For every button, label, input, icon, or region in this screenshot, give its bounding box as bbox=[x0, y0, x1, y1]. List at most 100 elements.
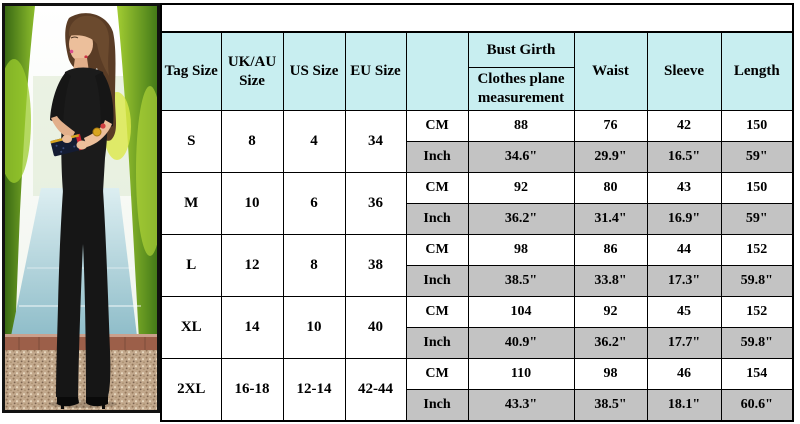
hedge-right-highlight bbox=[136, 86, 157, 256]
size-row-inch: Inch 36.2" 31.4" 16.9" 59" bbox=[161, 203, 794, 235]
jumpsuit-sleeve-left bbox=[50, 72, 71, 126]
unit-inch-cell: Inch bbox=[405, 327, 469, 359]
blank-cell bbox=[160, 3, 794, 33]
unit-inch-cell: Inch bbox=[405, 389, 469, 421]
size-row-inch: Inch 43.3" 38.5" 18.1" 60.6" bbox=[161, 389, 794, 421]
unit-cm-cell: CM bbox=[405, 234, 469, 266]
measurement-cm-cell: 110 bbox=[467, 358, 575, 390]
measurement-inch-cell: 31.4" bbox=[573, 203, 648, 235]
uk-au-size-cell: 8 bbox=[220, 110, 284, 173]
model-brow bbox=[70, 36, 79, 39]
jumpsuit-sleeve-right bbox=[95, 72, 114, 129]
jumpsuit-top bbox=[61, 67, 108, 192]
measurement-cm-cell: 44 bbox=[646, 234, 722, 266]
us-size-cell: 12-14 bbox=[282, 358, 346, 421]
measurement-inch-cell: 59" bbox=[720, 203, 794, 235]
unit-cm-cell: CM bbox=[405, 358, 469, 390]
size-row-cm: M 10 6 36 CM 92 80 43 150 bbox=[160, 172, 794, 235]
size-row-cm: L 12 8 38 CM 98 86 44 152 bbox=[160, 234, 794, 297]
model-earring bbox=[84, 55, 88, 59]
header-us-size: US Size bbox=[282, 31, 346, 111]
measurement-cm-cell: 150 bbox=[720, 172, 794, 204]
us-size-cell: 8 bbox=[282, 234, 346, 297]
gold-watch bbox=[92, 127, 102, 137]
eu-size-cell: 42-44 bbox=[344, 358, 407, 421]
measurement-cm-cell: 98 bbox=[467, 234, 575, 266]
measurement-cm-cell: 76 bbox=[573, 110, 648, 142]
measurement-cm-cell: 152 bbox=[720, 296, 794, 328]
right-heel-shoe bbox=[86, 397, 108, 407]
us-size-cell: 4 bbox=[282, 110, 346, 173]
measurement-inch-cell: 59.8" bbox=[720, 327, 794, 359]
measurement-cm-cell: 98 bbox=[573, 358, 648, 390]
uk-au-size-cell: 12 bbox=[220, 234, 284, 297]
header-length: Length bbox=[720, 31, 794, 111]
size-rows: S 8 4 34 CM 88 76 42 150 Inch 34.6" 29.9" 16.5" 59" M 1… bbox=[160, 110, 794, 421]
measurement-inch-cell: 17.7" bbox=[646, 327, 722, 359]
measurement-cm-cell: 43 bbox=[646, 172, 722, 204]
measurement-cm-cell: 150 bbox=[720, 110, 794, 142]
header-uk-au-size: UK/AU Size bbox=[220, 31, 284, 111]
measurement-cm-cell: 92 bbox=[467, 172, 575, 204]
header-clothes-plane-measurement: Clothes plane measurement bbox=[467, 67, 575, 111]
header-unit bbox=[405, 31, 469, 111]
red-bracelet bbox=[100, 123, 106, 129]
model-figure bbox=[50, 13, 116, 409]
size-chart-table: Tag Size UK/AU Size US Size EU Size Bust… bbox=[160, 3, 794, 422]
measurement-cm-cell: 154 bbox=[720, 358, 794, 390]
eu-size-cell: 38 bbox=[344, 234, 407, 297]
measurement-inch-cell: 60.6" bbox=[720, 389, 794, 421]
tag-size-cell: 2XL bbox=[160, 358, 222, 421]
measurement-inch-cell: 40.9" bbox=[467, 327, 575, 359]
right-heel-spike bbox=[102, 404, 105, 409]
unit-inch-cell: Inch bbox=[405, 141, 469, 173]
measurement-inch-cell: 43.3" bbox=[467, 389, 575, 421]
measurement-inch-cell: 17.3" bbox=[646, 265, 722, 297]
measurement-cm-cell: 92 bbox=[573, 296, 648, 328]
measurement-inch-cell: 33.8" bbox=[573, 265, 648, 297]
measurement-inch-cell: 59.8" bbox=[720, 265, 794, 297]
brick-edging bbox=[5, 334, 157, 351]
model-forearm-left bbox=[51, 116, 75, 140]
measurement-cm-cell: 45 bbox=[646, 296, 722, 328]
uk-au-size-cell: 16-18 bbox=[220, 358, 284, 421]
measurement-inch-cell: 59" bbox=[720, 141, 794, 173]
size-row-cm: S 8 4 34 CM 88 76 42 150 bbox=[160, 110, 794, 173]
uk-au-size-cell: 10 bbox=[220, 172, 284, 235]
table-header-row-2: Clothes plane measurement bbox=[161, 67, 793, 111]
model-hand-left bbox=[62, 135, 72, 143]
left-heel-spike bbox=[61, 404, 64, 409]
tag-size-cell: XL bbox=[160, 296, 222, 359]
measurement-inch-cell: 36.2" bbox=[467, 203, 575, 235]
table-header-row-1: Tag Size UK/AU Size US Size EU Size Bust… bbox=[160, 31, 794, 111]
eu-size-cell: 40 bbox=[344, 296, 407, 359]
photo-scene bbox=[5, 6, 157, 410]
uk-au-size-cell: 14 bbox=[220, 296, 284, 359]
model-hair-front bbox=[68, 15, 109, 76]
left-heel-shoe bbox=[57, 397, 79, 407]
measurement-cm-cell: 104 bbox=[467, 296, 575, 328]
eu-size-cell: 36 bbox=[344, 172, 407, 235]
us-size-cell: 10 bbox=[282, 296, 346, 359]
size-row-cm: 2XL 16-18 12-14 42-44 CM 110 98 46 154 bbox=[160, 358, 794, 421]
product-photo bbox=[2, 3, 160, 413]
brick-edging-top bbox=[5, 334, 157, 337]
measurement-cm-cell: 88 bbox=[467, 110, 575, 142]
header-waist: Waist bbox=[573, 31, 648, 111]
model-lips bbox=[69, 49, 74, 54]
unit-cm-cell: CM bbox=[405, 172, 469, 204]
measurement-inch-cell: 36.2" bbox=[573, 327, 648, 359]
measurement-cm-cell: 86 bbox=[573, 234, 648, 266]
measurement-inch-cell: 38.5" bbox=[467, 265, 575, 297]
size-row-inch: Inch 40.9" 36.2" 17.7" 59.8" bbox=[161, 327, 794, 359]
measurement-inch-cell: 16.9" bbox=[646, 203, 722, 235]
measurement-inch-cell: 29.9" bbox=[573, 141, 648, 173]
header-eu-size: EU Size bbox=[344, 31, 407, 111]
gravel-path bbox=[5, 350, 157, 410]
measurement-cm-cell: 80 bbox=[573, 172, 648, 204]
header-tag-size: Tag Size bbox=[160, 31, 222, 111]
tag-size-cell: L bbox=[160, 234, 222, 297]
unit-cm-cell: CM bbox=[405, 296, 469, 328]
measurement-inch-cell: 38.5" bbox=[573, 389, 648, 421]
